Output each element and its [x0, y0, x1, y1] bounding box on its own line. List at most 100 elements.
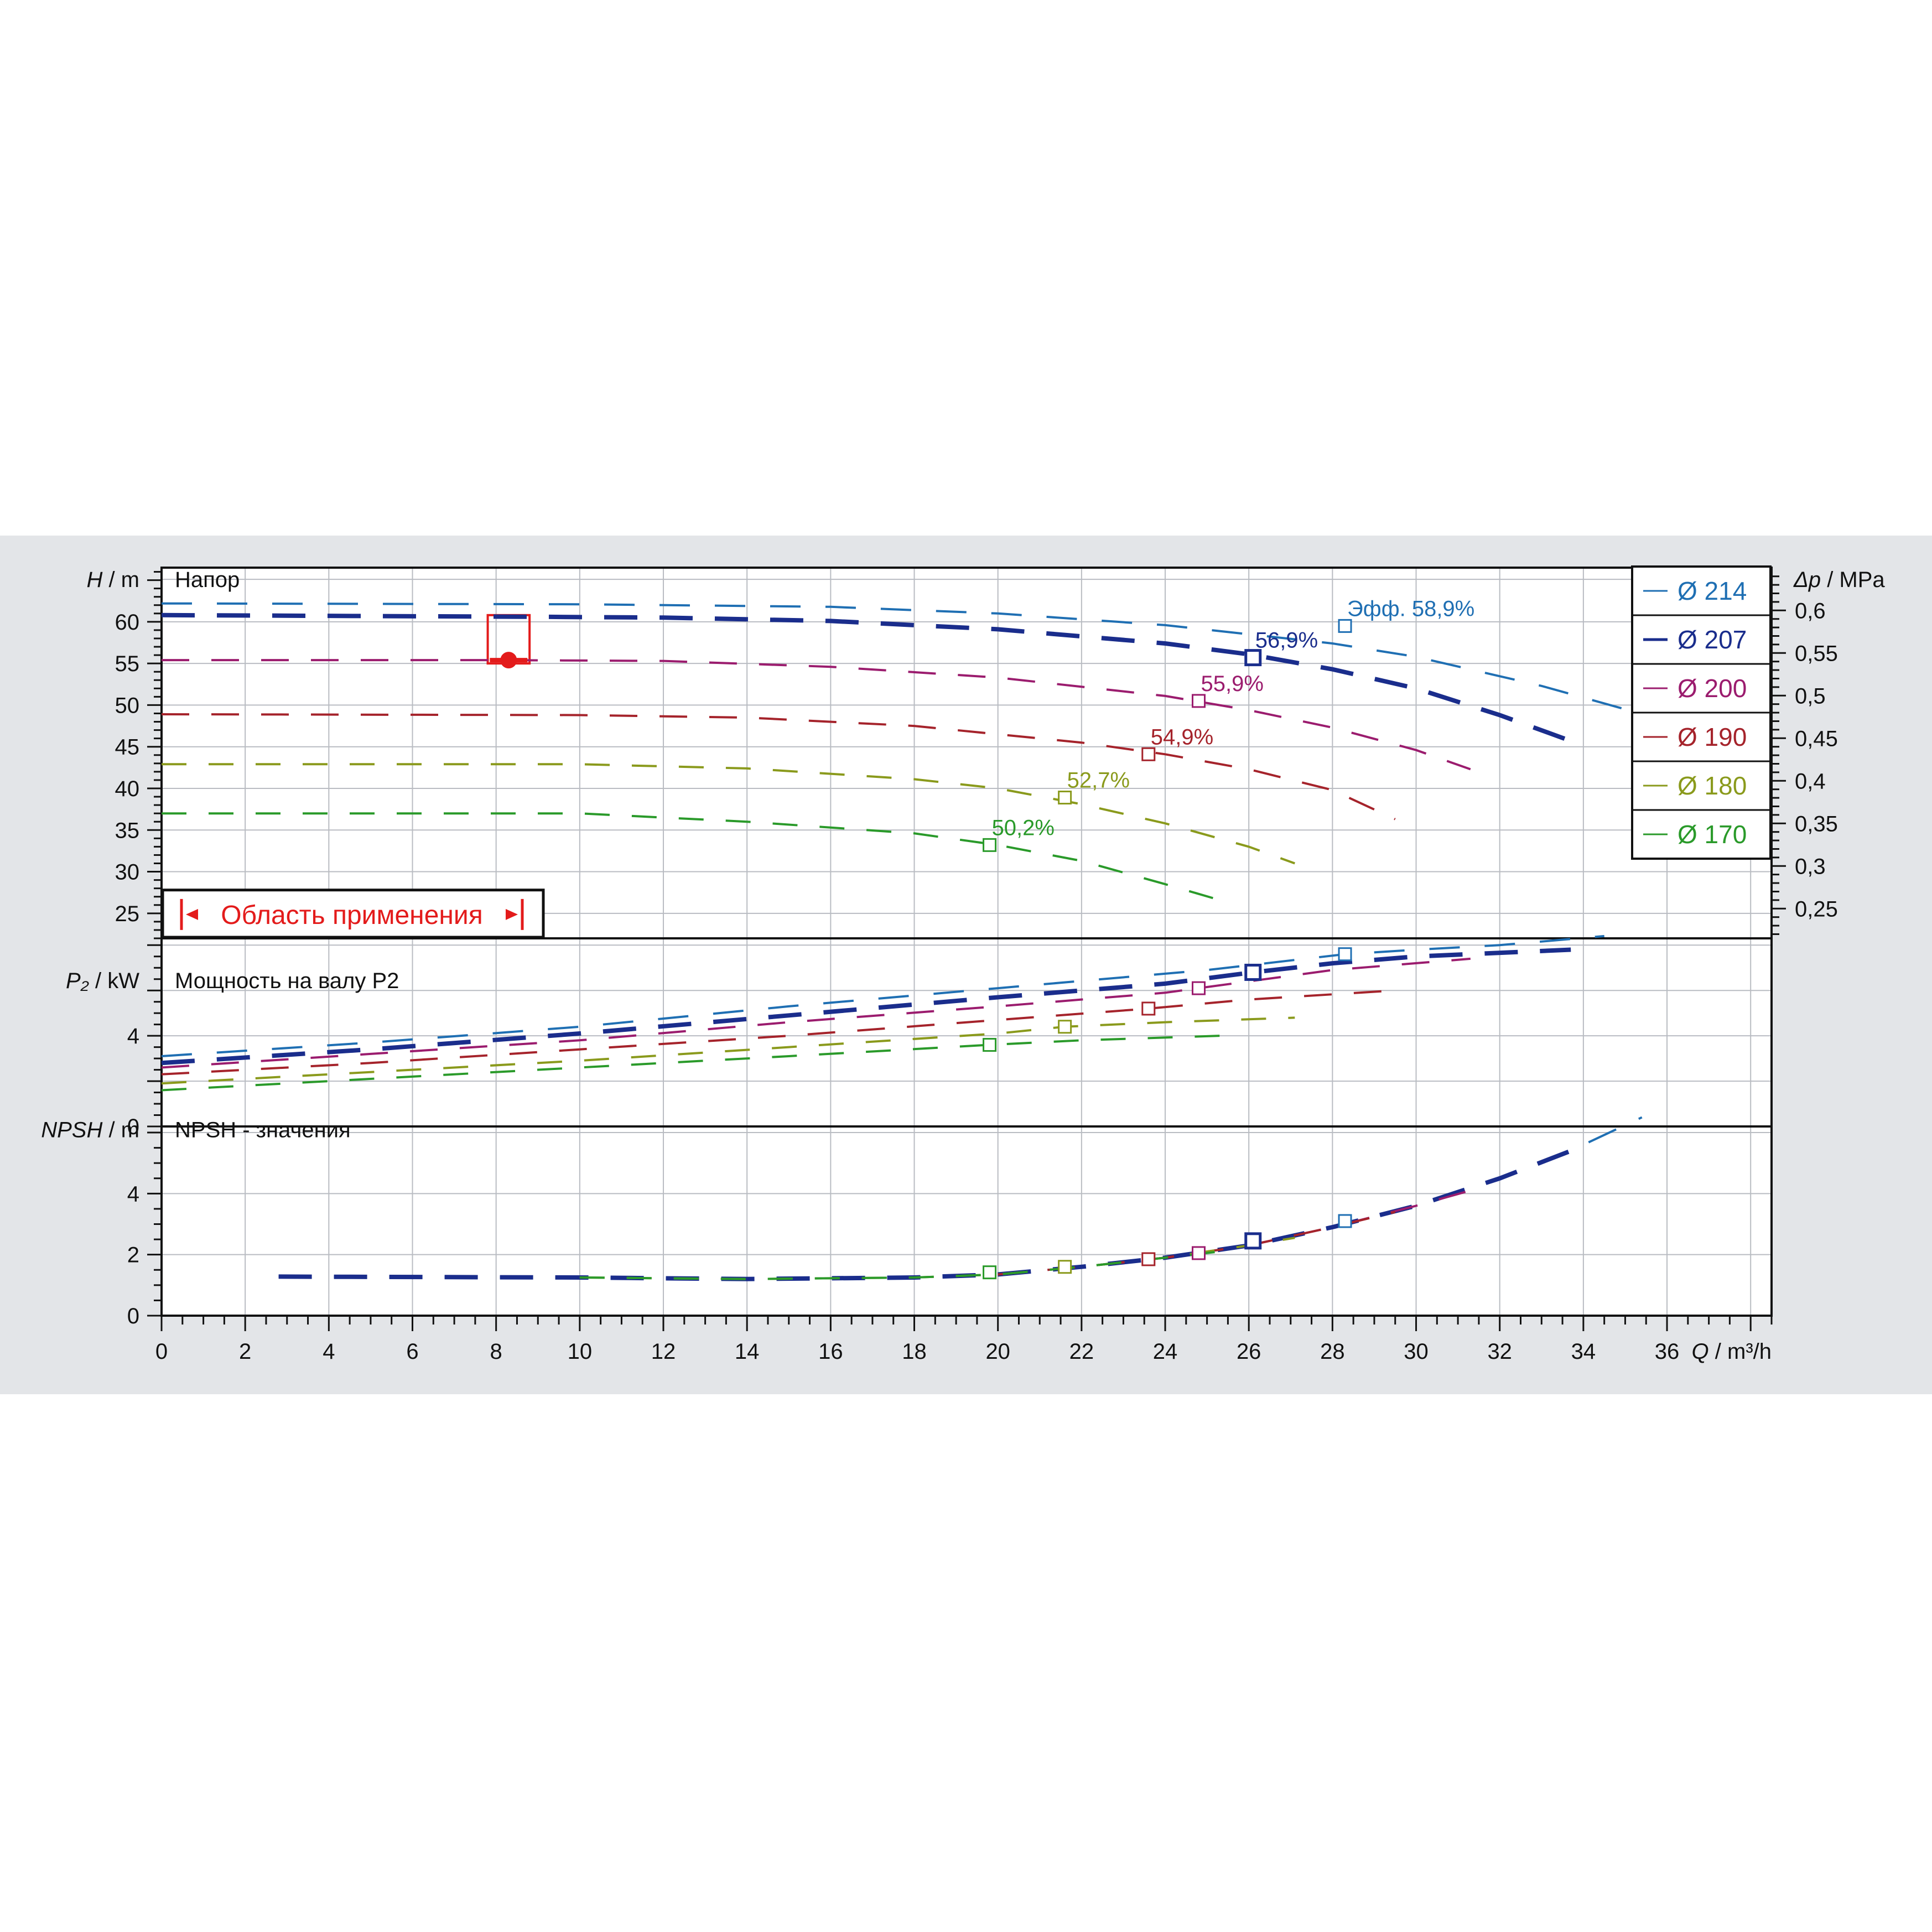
x-axis-tick-label: 34	[1571, 1339, 1596, 1364]
efficiency-label: 54,9%	[1151, 725, 1213, 749]
head-y-tick-label: 25	[115, 902, 140, 926]
pump-performance-chart: 0 2 4 6 8 10 12 14 16 18 20 22 24 26 28 30 32 34 36 Q / m³/…	[41, 565, 1885, 1364]
power-efficiency-marker	[1058, 1020, 1072, 1034]
x-axis-tick-label: 12	[651, 1339, 676, 1364]
power-y-tick-label: 4	[127, 1024, 139, 1048]
x-axis-tick-label: 6	[406, 1339, 418, 1364]
pressure-axis-tick-label: 0,5	[1795, 684, 1826, 708]
x-axis-ticks	[160, 1316, 1773, 1331]
power-y-axis-title-symbol: P₂	[66, 969, 95, 993]
npsh-efficiency-marker	[983, 1265, 997, 1280]
efficiency-marker	[1244, 649, 1262, 667]
head-curve-170	[162, 812, 1220, 901]
pressure-axis-tick-label: 0,45	[1795, 726, 1838, 751]
x-axis-tick-label: 10	[568, 1339, 593, 1364]
npsh-efficiency-marker	[1191, 1246, 1206, 1260]
x-axis-tick-label: 24	[1153, 1339, 1178, 1364]
power-y-axis-title-unit: / kW	[95, 969, 139, 993]
x-axis-tick-label: 8	[490, 1339, 502, 1364]
npsh-efficiency-marker	[1244, 1232, 1262, 1250]
npsh-y-tick-label: 4	[127, 1182, 139, 1206]
x-axis-tick-label: 32	[1487, 1339, 1512, 1364]
power-panel-label: Мощность на валу P2	[175, 969, 399, 993]
npsh-y-axis-title: NPSH / m	[41, 1118, 139, 1142]
efficiency-marker	[1338, 619, 1352, 633]
power-y-tick-label: 0	[127, 1115, 139, 1139]
x-axis-tick-label: 0	[155, 1339, 168, 1364]
efficiency-marker	[1141, 747, 1156, 761]
head-y-tick-label: 45	[115, 735, 140, 760]
legend-label: Ø 207	[1677, 625, 1747, 654]
pressure-axis-tick-label: 0,35	[1795, 812, 1838, 836]
npsh-y-ticks	[147, 1131, 162, 1317]
power-efficiency-marker	[1191, 981, 1206, 995]
head-y-tick-label: 35	[115, 818, 140, 843]
efficiency-label: Эфф. 58,9%	[1347, 596, 1474, 621]
pressure-axis-symbol: Δp	[1793, 568, 1827, 592]
power-efficiency-marker	[1338, 947, 1352, 962]
power-efficiency-marker	[1141, 1001, 1156, 1016]
x-axis-tick-label: 26	[1237, 1339, 1261, 1364]
head-y-ticks	[147, 571, 162, 939]
power-y-ticks	[147, 944, 162, 1128]
x-axis-tick-label: 14	[735, 1339, 760, 1364]
plot-border	[160, 567, 1773, 1317]
power-curve-190	[161, 989, 1395, 1076]
head-y-tick-label: 30	[115, 860, 140, 885]
application-range-label-box	[161, 889, 545, 939]
head-y-tick-label: 55	[115, 652, 140, 676]
npsh-y-axis-title-unit: / m	[108, 1118, 139, 1142]
head-y-tick-label: 50	[115, 693, 140, 718]
head-curve-207	[161, 612, 1572, 743]
grid	[162, 568, 1772, 1316]
pressure-axis-ticks	[1772, 575, 1786, 935]
power-y-axis-title: P₂ / kW	[66, 969, 139, 993]
pressure-axis-tick-label: 0,6	[1795, 599, 1826, 623]
x-axis-tick-label: 20	[985, 1339, 1010, 1364]
legend-label: Ø 190	[1677, 723, 1747, 751]
x-axis-tick-label: 22	[1069, 1339, 1094, 1364]
npsh-y-axis-title-symbol: NPSH	[41, 1118, 108, 1142]
head-y-axis-title-unit: / m	[108, 568, 139, 592]
power-efficiency-marker	[983, 1038, 997, 1052]
head-curve-214	[161, 602, 1626, 710]
legend-label: Ø 170	[1677, 820, 1747, 849]
npsh-y-tick-label: 0	[127, 1304, 139, 1328]
efficiency-label: 56,9%	[1255, 629, 1318, 653]
x-axis-tick-label: 2	[239, 1339, 251, 1364]
x-axis-tick-label: 18	[902, 1339, 927, 1364]
legend-label: Ø 214	[1677, 577, 1747, 605]
npsh-panel-label: NPSH - значения	[175, 1118, 351, 1142]
range-right-arrow-icon	[506, 908, 518, 920]
efficiency-marker	[983, 838, 997, 852]
head-panel-label: Напор	[175, 568, 240, 592]
pressure-axis-title: Δp / MPa	[1793, 568, 1885, 592]
npsh-y-tick-label: 2	[127, 1243, 139, 1268]
x-axis-tick-label: 28	[1320, 1339, 1345, 1364]
efficiency-label: 52,7%	[1067, 768, 1130, 793]
head-curve-180	[162, 763, 1295, 865]
chart-background: 0 2 4 6 8 10 12 14 16 18 20 22 24 26 28 30 32 34 36 Q / m³/…	[0, 536, 1932, 1394]
pressure-axis-tick-label: 0,55	[1795, 641, 1838, 666]
x-axis-tick-label: 16	[818, 1339, 843, 1364]
legend-label: Ø 200	[1677, 674, 1747, 703]
efficiency-label: 55,9%	[1201, 672, 1263, 696]
pressure-axis-tick-label: 0,3	[1795, 854, 1826, 879]
x-axis-tick-label: 30	[1404, 1339, 1429, 1364]
head-curve-190	[161, 713, 1396, 820]
power-curve-207	[161, 947, 1571, 1066]
efficiency-marker	[1191, 694, 1206, 708]
power-curve-170	[161, 1035, 1220, 1092]
power-curve-214	[161, 934, 1604, 1057]
head-y-tick-label: 40	[115, 777, 140, 801]
power-efficiency-marker	[1244, 963, 1262, 981]
efficiency-marker	[1058, 791, 1072, 805]
x-axis-title: Q / m³/h	[1692, 1339, 1772, 1364]
efficiency-label: 50,2%	[992, 816, 1055, 840]
head-y-axis-title-symbol: H	[86, 568, 108, 592]
application-range-label: Область применения	[221, 901, 482, 930]
head-y-axis-title: H / m	[86, 568, 139, 592]
operating-point	[500, 652, 517, 669]
pressure-axis-unit: / MPa	[1827, 568, 1885, 592]
head-y-tick-label: 60	[115, 610, 140, 635]
